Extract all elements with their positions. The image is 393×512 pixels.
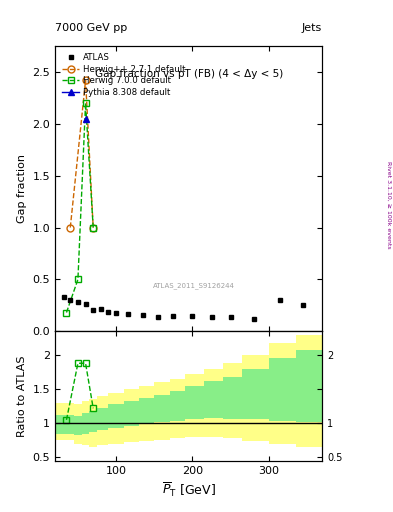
ATLAS [278, 297, 283, 303]
ATLAS [209, 314, 214, 320]
Herwig 7.0.0 default [64, 309, 69, 315]
Text: ATLAS_2011_S9126244: ATLAS_2011_S9126244 [153, 282, 235, 289]
ATLAS [301, 302, 305, 308]
Text: 7000 GeV pp: 7000 GeV pp [55, 23, 127, 33]
ATLAS [228, 314, 233, 321]
Herwig++ 2.7.1 default [83, 77, 88, 83]
ATLAS [190, 313, 195, 319]
Line: Herwig 7.0.0 default: Herwig 7.0.0 default [63, 100, 97, 316]
Herwig++ 2.7.1 default [68, 224, 73, 230]
Herwig++ 2.7.1 default [91, 224, 95, 230]
Herwig 7.0.0 default [91, 224, 95, 230]
ATLAS [106, 308, 111, 314]
Text: Rivet 3.1.10, ≥ 100k events: Rivet 3.1.10, ≥ 100k events [386, 161, 391, 249]
ATLAS [83, 301, 88, 307]
ATLAS [251, 316, 256, 322]
ATLAS [99, 306, 103, 312]
X-axis label: $\overline{P}_{\mathrm{T}}$ [GeV]: $\overline{P}_{\mathrm{T}}$ [GeV] [162, 481, 216, 499]
ATLAS [91, 307, 95, 313]
Line: ATLAS: ATLAS [62, 294, 306, 321]
ATLAS [125, 311, 130, 317]
Herwig 7.0.0 default [75, 276, 80, 283]
ATLAS [156, 314, 160, 320]
Y-axis label: Ratio to ATLAS: Ratio to ATLAS [17, 355, 27, 437]
ATLAS [62, 294, 66, 300]
Y-axis label: Gap fraction: Gap fraction [17, 154, 27, 223]
ATLAS [75, 299, 80, 305]
Legend: ATLAS, Herwig++ 2.7.1 default, Herwig 7.0.0 default, Pythia 8.308 default: ATLAS, Herwig++ 2.7.1 default, Herwig 7.… [59, 50, 188, 99]
ATLAS [114, 309, 118, 315]
ATLAS [171, 313, 176, 319]
ATLAS [68, 297, 73, 303]
Text: Jets: Jets [302, 23, 322, 33]
Line: Herwig++ 2.7.1 default: Herwig++ 2.7.1 default [67, 77, 97, 231]
Herwig 7.0.0 default [83, 100, 88, 106]
ATLAS [140, 312, 145, 318]
Text: Gap fraction vs pT (FB) (4 < Δy < 5): Gap fraction vs pT (FB) (4 < Δy < 5) [94, 69, 283, 79]
